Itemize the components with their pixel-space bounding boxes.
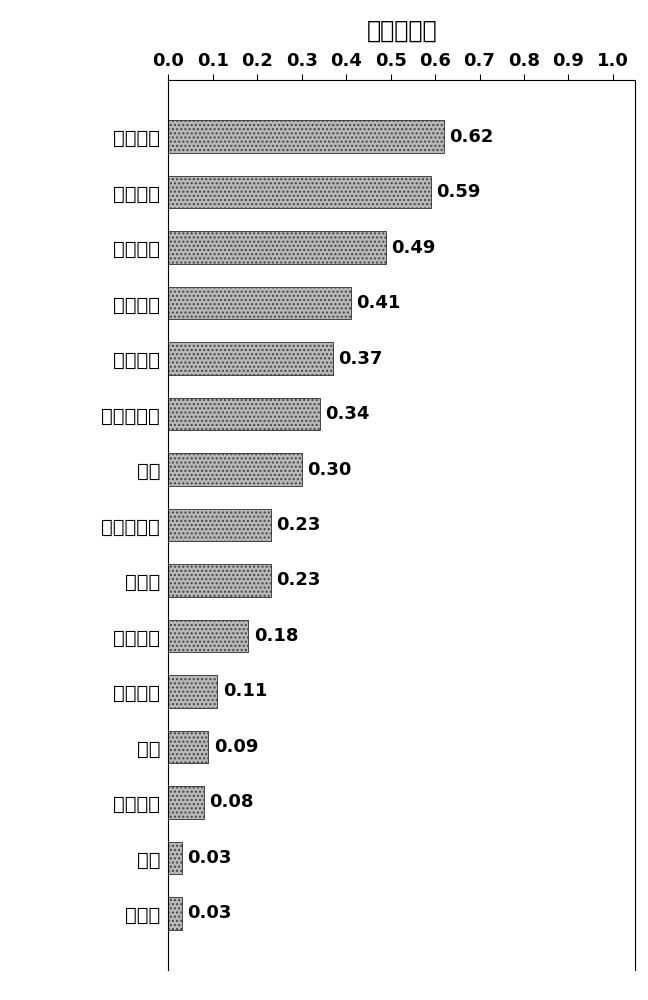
Text: 0.23: 0.23 (276, 516, 320, 534)
Bar (168, 564, 271, 597)
Text: 0.62: 0.62 (449, 128, 494, 146)
Bar (168, 620, 248, 652)
Text: 0.09: 0.09 (214, 738, 258, 756)
Text: 0.03: 0.03 (187, 849, 231, 867)
Bar (168, 509, 271, 541)
Text: 0.30: 0.30 (307, 461, 351, 479)
Bar (168, 897, 182, 930)
Bar (168, 453, 302, 486)
Text: 0.37: 0.37 (338, 350, 382, 368)
Bar (168, 342, 333, 375)
Bar (168, 842, 182, 874)
Text: 0.23: 0.23 (276, 571, 320, 589)
Bar (168, 675, 217, 708)
Title: 偏相关系数: 偏相关系数 (367, 19, 437, 43)
Bar (168, 176, 431, 208)
Text: 0.08: 0.08 (209, 793, 254, 811)
Text: 0.49: 0.49 (391, 239, 436, 257)
Bar (168, 731, 209, 763)
Bar (168, 786, 204, 819)
Bar (168, 398, 319, 430)
Text: 0.41: 0.41 (356, 294, 400, 312)
Text: 0.34: 0.34 (325, 405, 369, 423)
Bar (168, 231, 386, 264)
Text: 0.18: 0.18 (254, 627, 298, 645)
Text: 0.03: 0.03 (187, 904, 231, 922)
Bar (168, 287, 351, 319)
Text: 0.11: 0.11 (223, 682, 267, 700)
Bar (168, 120, 444, 153)
Text: 0.59: 0.59 (436, 183, 480, 201)
